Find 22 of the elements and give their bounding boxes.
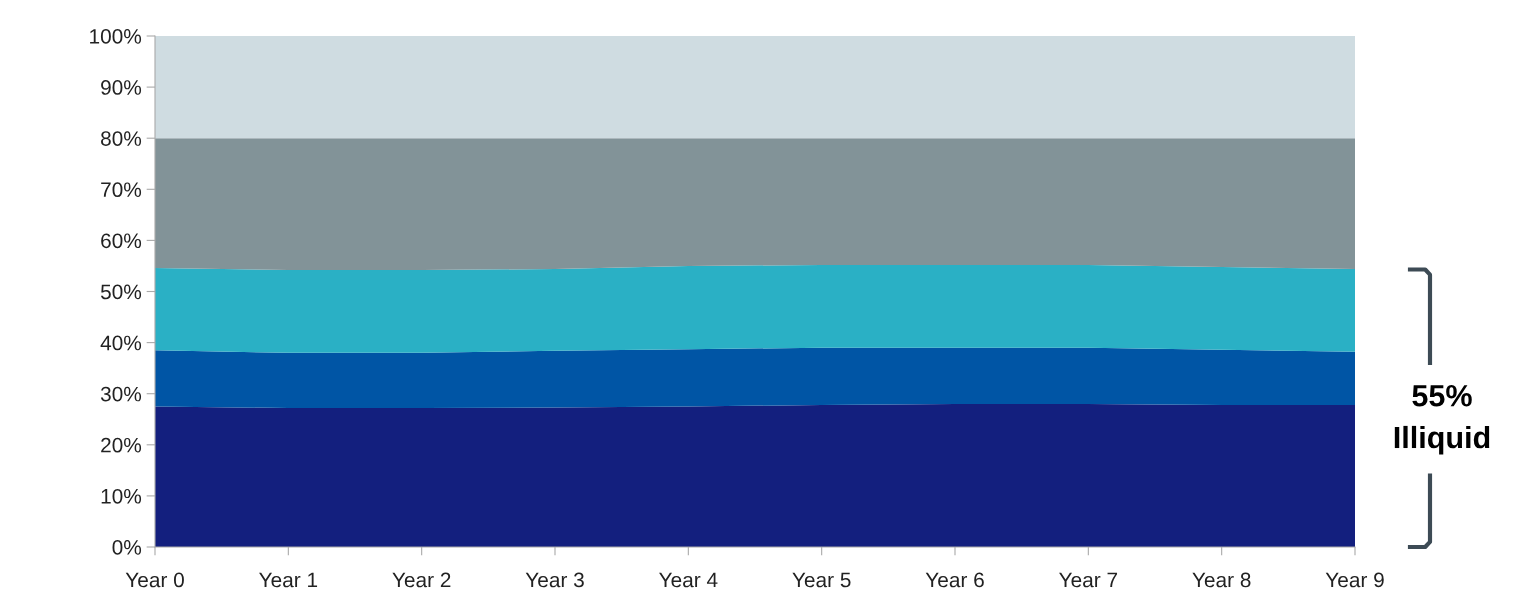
y-tick-label: 40% (100, 335, 142, 351)
x-tick-label: Year 9 (1325, 572, 1384, 588)
y-tick-label: 80% (101, 131, 142, 146)
x-tick-label: Year 0 (125, 572, 184, 588)
x-tick-label: Year 5 (792, 572, 851, 588)
y-tick-label: 90% (101, 80, 142, 95)
x-tick-label: Year 2 (392, 572, 451, 588)
y-tick-label: 10% (101, 488, 142, 504)
x-tick-label: Year 8 (1192, 572, 1251, 588)
y-tick-label: 0% (112, 540, 142, 555)
x-tick-label: Year 1 (259, 572, 318, 588)
y-tick-label: 60% (101, 233, 142, 249)
y-tick-label: 50% (100, 284, 142, 300)
y-tick-label: 70% (101, 182, 142, 198)
x-tick-label: Year 7 (1059, 572, 1118, 588)
y-tick-label: 100% (90, 29, 142, 44)
x-tick-label: Year 6 (925, 572, 984, 588)
x-tick-label: Year 3 (525, 572, 584, 588)
text: 55% Illiquid (1394, 385, 1490, 455)
x-tick-label: Year 4 (659, 572, 718, 588)
y-tick-label: 20% (101, 437, 142, 453)
y-tick-label: 30% (100, 386, 142, 402)
